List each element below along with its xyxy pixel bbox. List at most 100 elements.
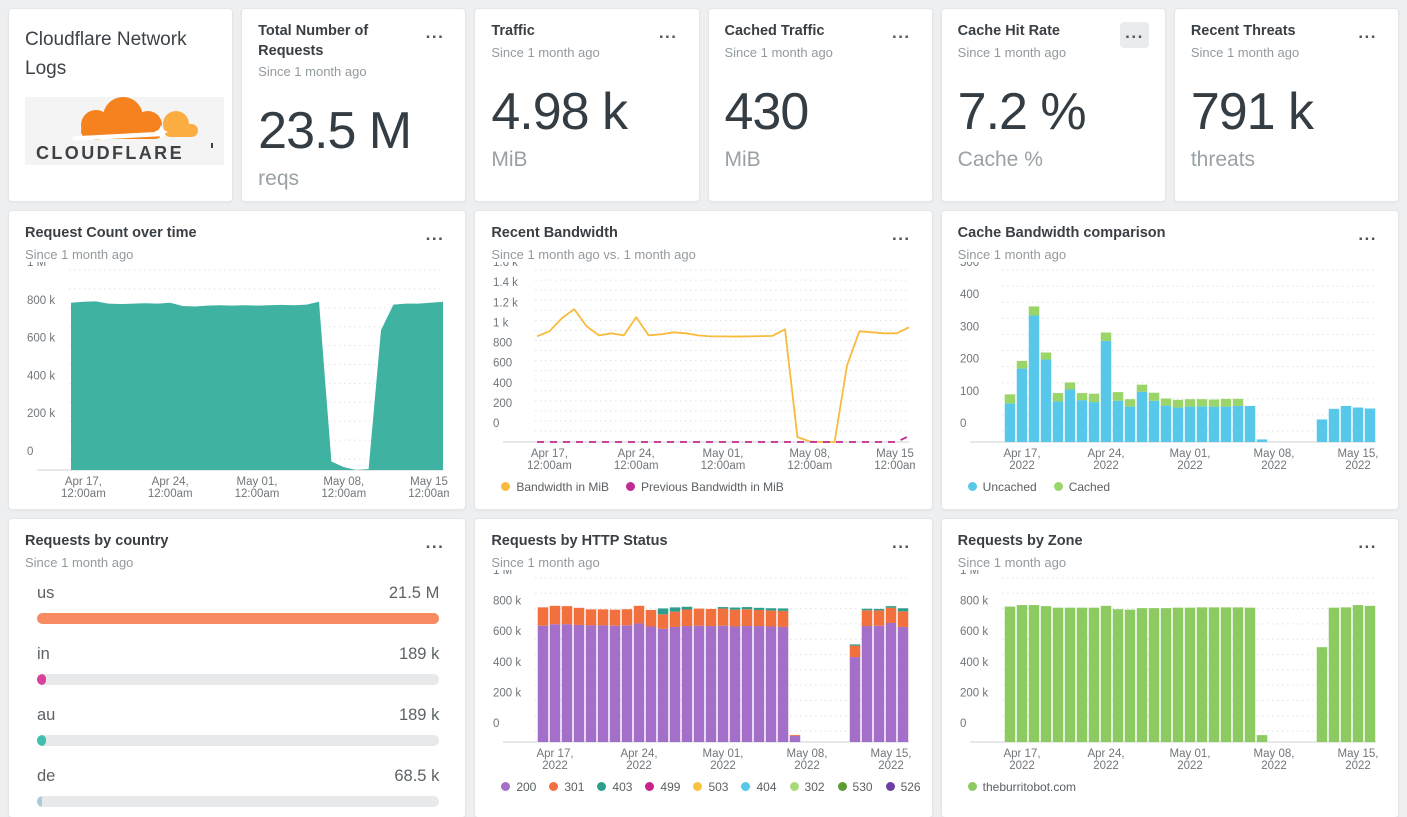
brand-card: Cloudflare Network Logs CLOUDFLARE — [8, 8, 234, 202]
svg-text:1.4 k: 1.4 k — [493, 277, 518, 289]
country-row-de: de 68.5 k — [37, 766, 440, 807]
panel-subtitle: Since 1 month ago — [1190, 44, 1300, 60]
legend-dot-icon — [885, 782, 895, 792]
svg-text:800 k: 800 k — [493, 595, 521, 607]
legend-dot-icon — [693, 782, 703, 792]
country-value: 68.5 k — [394, 766, 440, 785]
svg-text:May 01,2022: May 01, 2022 — [1169, 748, 1210, 772]
legend-label: Bandwidth in MiB — [516, 479, 610, 494]
svg-text:May 08,12:00am: May 08, 12:00am — [788, 448, 833, 472]
svg-text:Apr 24,12:00am: Apr 24, 12:00am — [148, 476, 193, 500]
svg-text:1.2 k: 1.2 k — [493, 297, 518, 309]
legend-label: 404 — [756, 779, 777, 794]
panel-subtitle: Since 1 month ago — [258, 64, 367, 80]
legend-label: theburritobot.com — [982, 779, 1077, 794]
svg-text:400 k: 400 k — [27, 370, 55, 382]
svg-text:0: 0 — [960, 718, 966, 730]
more-menu-icon[interactable]: ... — [425, 533, 445, 552]
panel-title: Cache Bandwidth comparison — [957, 225, 1166, 241]
svg-text:800: 800 — [493, 337, 512, 349]
panel-title: Recent Bandwidth — [491, 225, 618, 241]
more-menu-icon[interactable]: ... — [1358, 225, 1377, 244]
svg-text:May 15,2022: May 15, 2022 — [1337, 748, 1378, 772]
dashboard-title: Cloudflare Network Logs — [25, 29, 187, 79]
legend-dot-icon — [967, 782, 977, 792]
svg-text:600: 600 — [493, 357, 512, 369]
svg-text:May 08,2022: May 08, 2022 — [787, 748, 828, 772]
more-menu-icon[interactable]: ... — [1120, 22, 1149, 48]
svg-text:Apr 24,2022: Apr 24, 2022 — [1087, 748, 1124, 772]
panel-subtitle: Since 1 month ago — [957, 246, 1067, 262]
svg-text:400 k: 400 k — [493, 656, 521, 668]
svg-text:200 k: 200 k — [493, 687, 521, 699]
svg-text:200 k: 200 k — [27, 408, 55, 420]
panel-requests-by-http-status: Requests by HTTP Status Since 1 month ag… — [474, 518, 933, 817]
legend-label: 200 — [516, 779, 537, 794]
legend-item-bandwidth-in-mib: Bandwidth in MiB — [501, 480, 609, 494]
country-row-us: us 21.5 M — [37, 583, 440, 624]
legend-dot-icon — [626, 482, 636, 492]
more-menu-icon[interactable]: ... — [891, 533, 911, 552]
kpi-value: 4.98 k — [491, 82, 628, 141]
legend-item-499: 499 — [645, 780, 680, 794]
legend-label: Previous Bandwidth in MiB — [641, 479, 784, 494]
country-label: us — [37, 583, 55, 602]
legend-item-503: 503 — [693, 780, 728, 794]
legend-dot-icon — [741, 782, 751, 792]
panel-subtitle: Since 1 month ago — [25, 554, 134, 570]
svg-text:1 k: 1 k — [493, 317, 509, 329]
svg-text:100: 100 — [960, 385, 979, 397]
panel-requests-by-zone: Requests by Zone Since 1 month ago ... 1… — [940, 518, 1399, 817]
svg-text:May 15,2022: May 15, 2022 — [871, 748, 912, 772]
legend-item-cached: Cached — [1053, 480, 1110, 494]
svg-text:0: 0 — [493, 418, 499, 430]
svg-text:Apr 24,12:00am: Apr 24, 12:00am — [614, 448, 659, 472]
svg-text:300: 300 — [960, 321, 979, 333]
svg-text:May 01,12:00am: May 01, 12:00am — [701, 448, 746, 472]
svg-text:1.6 k: 1.6 k — [493, 262, 518, 269]
kpi-unit: Cache % — [957, 147, 1043, 171]
svg-text:Apr 17,12:00am: Apr 17, 12:00am — [61, 476, 106, 500]
legend-label: 530 — [852, 779, 873, 794]
kpi-value: 23.5 M — [258, 102, 412, 161]
svg-text:May 01,2022: May 01, 2022 — [703, 748, 744, 772]
more-menu-icon[interactable]: ... — [891, 225, 911, 244]
panel-title: Requests by HTTP Status — [491, 533, 668, 549]
legend-label: 302 — [804, 779, 825, 794]
more-menu-icon[interactable]: ... — [1358, 23, 1377, 42]
legend-item-theburritobot.com: theburritobot.com — [967, 779, 1077, 794]
more-menu-icon[interactable]: ... — [658, 23, 678, 42]
legend-item-404: 404 — [741, 779, 777, 794]
more-menu-icon[interactable]: ... — [1358, 533, 1377, 552]
country-bar-fill — [37, 673, 47, 685]
kpi-card-cache-hit-rate: Cache Hit Rate Since 1 month ago ... 7.2… — [940, 8, 1166, 202]
kpi-value: 430 — [724, 82, 810, 141]
more-menu-icon[interactable]: ... — [425, 225, 445, 244]
legend-label: 403 — [612, 779, 633, 794]
legend-dot-icon — [549, 782, 559, 792]
legend-item-previous-bandwidth-in-mib: Previous Bandwidth in MiB — [626, 480, 784, 494]
svg-text:May 08,2022: May 08, 2022 — [1253, 448, 1294, 472]
legend-label: 526 — [900, 779, 921, 794]
kpi-card-cached-traffic: Cached Traffic Since 1 month ago ... 430… — [707, 8, 933, 202]
zone-legend: theburritobot.com — [967, 779, 1382, 794]
legend-item-200: 200 — [501, 780, 536, 794]
svg-text:Apr 17,2022: Apr 17, 2022 — [1003, 748, 1040, 772]
panel-title: Requests by country — [25, 533, 169, 549]
panel-title: Traffic — [491, 23, 535, 39]
legend-label: 301 — [564, 779, 585, 794]
panel-title: Cached Traffic — [724, 23, 825, 39]
http-status-chart: 1 M 800 k 600 k 400 k 200 k 0 Apr 17, 2022 Apr 2… — [491, 570, 915, 774]
country-row-au: au 189 k — [37, 706, 440, 746]
panel-subtitle: Since 1 month ago — [724, 44, 833, 60]
panel-title: Total Number of Requests — [258, 23, 369, 59]
request-count-chart: 1 M 800 k 600 k 400 k 200 k 0 Apr 17, 12:00am Ap… — [25, 262, 449, 502]
more-menu-icon[interactable]: ... — [425, 23, 445, 42]
cloudflare-logo-image: CLOUDFLARE — [36, 97, 213, 163]
svg-text:600 k: 600 k — [493, 626, 521, 638]
more-menu-icon[interactable]: ... — [891, 23, 911, 42]
svg-text:Apr 24,2022: Apr 24, 2022 — [1087, 448, 1124, 472]
svg-text:1 M: 1 M — [27, 262, 46, 269]
bandwidth-legend: Bandwidth in MiB Previous Bandwidth in Mi… — [501, 480, 915, 494]
country-label: de — [37, 766, 56, 785]
